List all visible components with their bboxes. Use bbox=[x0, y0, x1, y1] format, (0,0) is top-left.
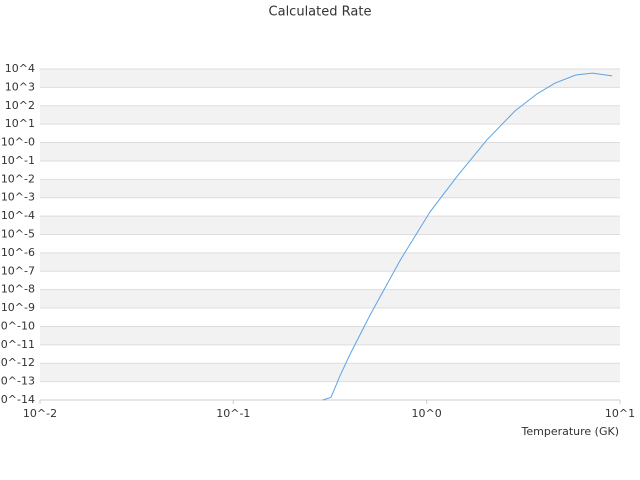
x-tick-label: 10^-1 bbox=[216, 407, 250, 420]
grid-band bbox=[40, 216, 620, 235]
grid-band bbox=[40, 69, 620, 88]
data-line bbox=[322, 72, 613, 401]
x-tick-label: 10^-2 bbox=[23, 407, 57, 420]
grid-band bbox=[40, 363, 620, 382]
y-tick-label: 10^-5 bbox=[1, 228, 35, 241]
y-tick-label: 10^3 bbox=[5, 80, 35, 93]
y-tick-label: 10^-10 bbox=[0, 319, 35, 332]
y-tick-label: 10^-13 bbox=[0, 375, 35, 388]
y-tick-label: 10^-7 bbox=[1, 264, 35, 277]
grid-band bbox=[40, 289, 620, 309]
y-tick-label: 10^-4 bbox=[1, 209, 35, 222]
y-tick-label: 10^-6 bbox=[1, 246, 35, 259]
grid-band bbox=[40, 105, 620, 125]
x-tick-label: 10^1 bbox=[605, 407, 635, 420]
y-tick-label: 10^2 bbox=[5, 99, 35, 112]
y-tick-label: 10^-9 bbox=[1, 301, 35, 314]
y-tick-label: 10^-14 bbox=[0, 393, 35, 406]
grid-band bbox=[40, 252, 620, 272]
y-tick-label: 10^1 bbox=[5, 117, 35, 130]
grid-band bbox=[40, 326, 620, 345]
y-tick-label: 10^-0 bbox=[1, 136, 35, 149]
y-tick-label: 10^-11 bbox=[0, 338, 35, 351]
y-tick-label: 10^4 bbox=[5, 62, 35, 75]
x-tick-label: 10^0 bbox=[412, 407, 442, 420]
chart-title: Calculated Rate bbox=[269, 5, 372, 20]
y-tick-label: 10^-1 bbox=[1, 154, 35, 167]
grid-band bbox=[40, 179, 620, 198]
y-tick-label: 10^-8 bbox=[1, 283, 35, 296]
y-tick-label: 10^-12 bbox=[0, 356, 35, 369]
y-tick-label: 10^-2 bbox=[1, 172, 35, 185]
grid-band bbox=[40, 142, 620, 161]
y-tick-label: 10^-3 bbox=[1, 191, 35, 204]
x-axis-label: Temperature (GK) bbox=[521, 425, 620, 438]
